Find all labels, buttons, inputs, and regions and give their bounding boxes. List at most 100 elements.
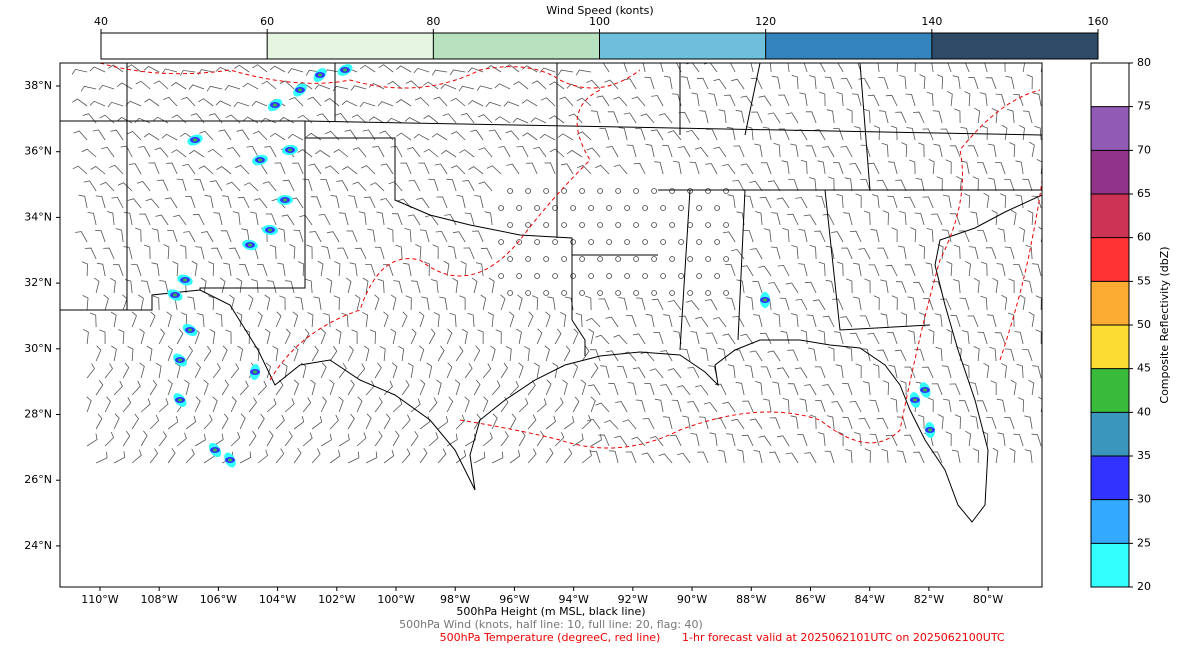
wind-barb (1013, 433, 1024, 447)
wind-barb (575, 69, 592, 76)
wind-barb (277, 262, 286, 277)
wind-barb (215, 312, 223, 328)
wind-barb (964, 260, 971, 277)
colorbar-tick-label: 60 (1137, 231, 1151, 244)
colorbar-tick-label: 35 (1137, 449, 1151, 462)
wind-barb (833, 128, 844, 141)
wind-barb (474, 195, 484, 209)
wind-barb (854, 432, 862, 447)
wind-barb (388, 181, 403, 192)
wind-barb (1001, 124, 1008, 141)
wind-barb (795, 197, 808, 209)
wind-barb (1010, 379, 1017, 396)
wind-barb (880, 313, 889, 328)
wind-barb (933, 110, 943, 124)
wind-barb (771, 212, 781, 226)
wind-barb (760, 162, 772, 175)
calm-wind (606, 239, 613, 245)
wind-barb (302, 328, 310, 345)
lon-tick-label: 84°W (855, 593, 885, 606)
calm-wind (543, 222, 550, 228)
wind-barb (486, 165, 502, 175)
wind-barb (635, 399, 646, 413)
wind-barb (831, 401, 844, 413)
wind-barb (1019, 124, 1025, 141)
wind-barb (776, 367, 790, 379)
wind-barb (475, 262, 484, 277)
wind-barb (822, 315, 835, 328)
wind-barb (552, 362, 558, 379)
wind-barb (925, 262, 934, 277)
wind-barb (935, 346, 943, 362)
wind-barb (428, 328, 436, 345)
wind-barb (563, 416, 575, 430)
wind-barb (230, 396, 237, 413)
wind-barb (581, 415, 592, 430)
wind-barb (641, 452, 655, 464)
wind-barb (527, 448, 537, 464)
wind-barb (320, 362, 327, 379)
wind-barb (435, 230, 448, 243)
wind-barb (390, 328, 397, 345)
wind-barb (433, 311, 440, 328)
wind-barb (527, 380, 536, 396)
wind-barb (216, 166, 232, 175)
wind-barb (99, 114, 115, 124)
wind-barb (577, 164, 592, 175)
wind-barb (832, 162, 844, 175)
wind-barb (229, 247, 241, 260)
wind-barb (985, 77, 997, 90)
wind-barb (176, 178, 187, 192)
wind-barb (834, 331, 844, 345)
wind-barb (281, 214, 295, 226)
calm-wind (561, 290, 568, 296)
wind-barb (1009, 142, 1016, 158)
calm-wind (579, 256, 586, 262)
wind-barb (995, 93, 1006, 107)
wind-barb (363, 345, 370, 362)
wind-barb (618, 127, 628, 141)
wind-barb (110, 311, 117, 328)
wind-barb (906, 127, 916, 141)
wind-barb (769, 417, 781, 430)
wind-barb (768, 282, 781, 294)
wind-barb (139, 213, 151, 226)
wind-barb (131, 380, 141, 396)
wind-barb (985, 247, 997, 260)
wind-barb (140, 430, 148, 447)
wind-barb (613, 96, 628, 107)
wind-barb (253, 130, 268, 141)
wind-barb (722, 163, 736, 175)
wind-barb (1017, 397, 1025, 413)
wind-barb (495, 329, 502, 345)
wind-barb (374, 362, 382, 379)
wind-barb (299, 214, 313, 226)
wind-barb (694, 147, 709, 158)
wind-barb (869, 433, 880, 447)
wind-barb (527, 311, 534, 328)
wind-barb (122, 294, 128, 311)
wind-barb (845, 346, 853, 362)
colorbar-tick-label: 65 (1137, 187, 1151, 200)
wind-barb (230, 363, 240, 379)
wind-barb (201, 231, 214, 243)
wind-barb (434, 163, 448, 175)
calm-wind (543, 290, 550, 296)
wind-barb (584, 295, 592, 311)
wind-barb (163, 96, 178, 107)
wind-barb (242, 116, 259, 124)
wind-barb (645, 143, 655, 158)
colorbar-tick-label: 25 (1137, 536, 1151, 549)
wind-barb (198, 98, 214, 107)
wind-barb (853, 262, 862, 277)
wind-barb (554, 397, 564, 413)
wind-barb (718, 109, 727, 124)
wind-barb (730, 63, 736, 73)
wind-barb (560, 311, 567, 328)
wind-barb (607, 111, 619, 124)
wind-barb (760, 366, 772, 379)
wind-barb (1001, 294, 1008, 311)
wind-barb (660, 63, 664, 73)
calm-wind (660, 239, 667, 245)
wind-barb (899, 75, 907, 90)
